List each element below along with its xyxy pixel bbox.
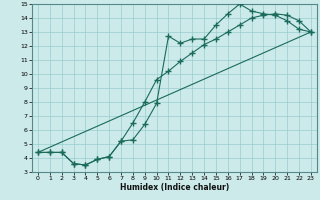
X-axis label: Humidex (Indice chaleur): Humidex (Indice chaleur) [120,183,229,192]
